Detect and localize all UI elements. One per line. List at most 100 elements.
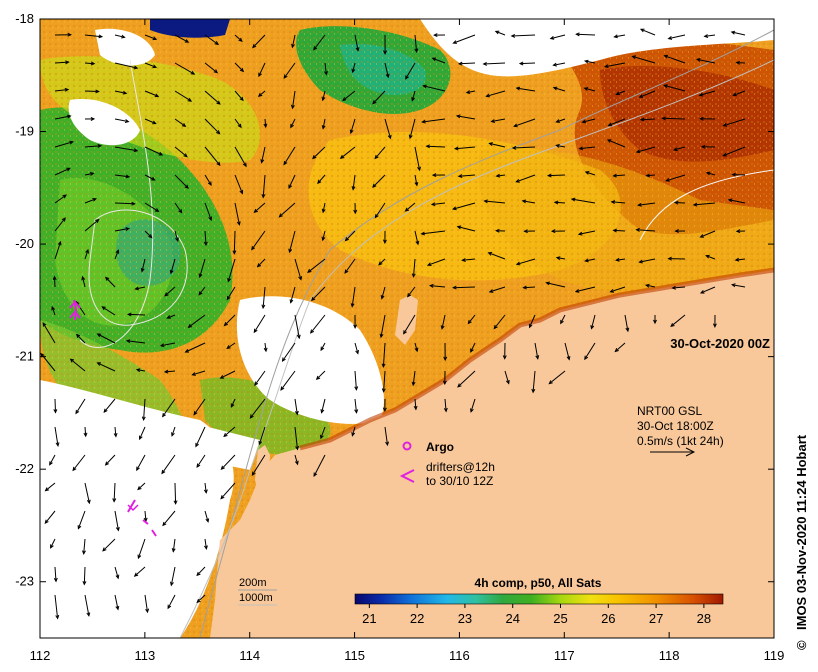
velocity-arrow [204, 202, 212, 221]
velocity-arrow-head [699, 116, 704, 121]
velocity-arrow-head [239, 189, 244, 195]
velocity-arrow [516, 258, 536, 265]
velocity-arrow [458, 174, 476, 177]
velocity-arrow [732, 284, 746, 288]
velocity-arrow-head [96, 362, 102, 366]
velocity-arrow [384, 426, 388, 446]
velocity-arrow [523, 286, 536, 289]
velocity-arrow-head [137, 486, 142, 491]
velocity-arrow-head [734, 257, 740, 262]
velocity-arrow-head [442, 380, 447, 386]
velocity-arrow [282, 342, 296, 362]
velocity-arrow-head [52, 275, 57, 281]
velocity-arrow [204, 174, 212, 186]
velocity-arrow [54, 115, 71, 120]
velocity-arrow [466, 90, 476, 94]
velocity-arrow-head [232, 250, 237, 255]
velocity-arrow-head [321, 125, 326, 130]
drifter-track-icon [142, 519, 149, 525]
sst-very-cold-patch [150, 19, 230, 38]
velocity-arrow-head [421, 119, 426, 124]
lon-tick-label: 117 [554, 648, 575, 663]
velocity-arrow-head [488, 142, 493, 146]
drifter-legend-line2: to 30/10 12Z [426, 474, 493, 488]
velocity-arrow-head [309, 329, 315, 334]
velocity-arrow [584, 87, 596, 92]
colorbar-title: 4h comp, p50, All Sats [475, 576, 602, 590]
velocity-arrow-head [417, 166, 421, 172]
velocity-arrow [560, 314, 566, 324]
credit-text: IMOS 03-Nov-2020 11:24 Hobart [794, 434, 809, 630]
velocity-arrow-head [133, 572, 139, 577]
velocity-arrow [624, 314, 629, 332]
velocity-arrow [344, 258, 356, 274]
velocity-arrow-head [583, 87, 589, 91]
lon-tick-label: 112 [30, 648, 51, 663]
velocity-arrow-head [313, 46, 318, 51]
velocity-arrow [195, 426, 206, 447]
velocity-arrow-head [505, 380, 510, 385]
velocity-arrow [491, 118, 506, 122]
no-data-region-central [236, 296, 384, 424]
sea-level-contour-1 [79, 59, 154, 348]
velocity-arrow-head [134, 286, 139, 291]
velocity-arrow-head [518, 61, 524, 66]
velocity-arrow-head [382, 407, 387, 413]
velocity-arrow-head [125, 174, 131, 179]
velocity-arrow-head [173, 500, 178, 505]
velocity-arrow [54, 594, 59, 619]
velocity-arrow [556, 257, 566, 260]
velocity-arrow-head [125, 227, 131, 231]
velocity-arrow [534, 342, 539, 359]
velocity-arrow-head [312, 155, 317, 160]
velocity-arrow-head [289, 299, 294, 304]
velocity-arrow [409, 118, 416, 139]
no-data-region-north [420, 19, 774, 77]
velocity-arrow [636, 146, 656, 153]
velocity-arrow-head [355, 350, 359, 355]
velocity-arrow [114, 174, 130, 178]
velocity-arrow [504, 370, 510, 384]
velocity-arrow [414, 230, 419, 245]
velocity-arrow [54, 566, 57, 582]
velocity-arrow-head [223, 322, 228, 327]
velocity-arrow [50, 538, 56, 549]
velocity-arrow-head [164, 292, 169, 297]
velocity-arrow [185, 342, 206, 353]
velocity-arrow [522, 200, 536, 204]
velocity-arrow [77, 510, 86, 529]
velocity-arrow [196, 454, 206, 468]
lon-tick-label: 113 [134, 648, 155, 663]
velocity-arrow-head [82, 550, 86, 555]
velocity-arrow-head [280, 386, 285, 391]
velocity-arrow-head [67, 114, 72, 119]
velocity-arrow-head [607, 122, 613, 127]
velocity-arrow-head [216, 130, 221, 135]
colorbar-tick-label: 24 [505, 611, 519, 626]
velocity-arrow [174, 34, 189, 43]
velocity-arrow-head [414, 48, 419, 54]
velocity-arrow-head [140, 267, 145, 273]
velocity-arrow [421, 230, 446, 235]
velocity-arrow [307, 258, 326, 273]
velocity-arrow-head [613, 34, 618, 39]
velocity-arrow-head [465, 90, 471, 94]
velocity-arrow-head [167, 604, 172, 610]
velocity-arrow-head [238, 37, 243, 42]
velocity-arrow [511, 34, 536, 37]
velocity-arrow-head [470, 408, 474, 413]
velocity-arrow [114, 566, 119, 579]
velocity-arrow-head [653, 319, 657, 325]
velocity-arrow [82, 276, 86, 288]
velocity-arrow [234, 118, 242, 128]
argo-legend: Argo [402, 440, 454, 454]
velocity-arrow [258, 426, 266, 445]
velocity-arrow-head [169, 269, 174, 275]
velocity-arrow [174, 118, 186, 127]
velocity-arrow [470, 398, 476, 412]
velocity-arrow-head [101, 306, 106, 311]
velocity-arrow-head [663, 54, 669, 59]
velocity-arrow [548, 174, 566, 177]
velocity-arrow-head [535, 355, 540, 360]
velocity-arrow [204, 90, 221, 105]
